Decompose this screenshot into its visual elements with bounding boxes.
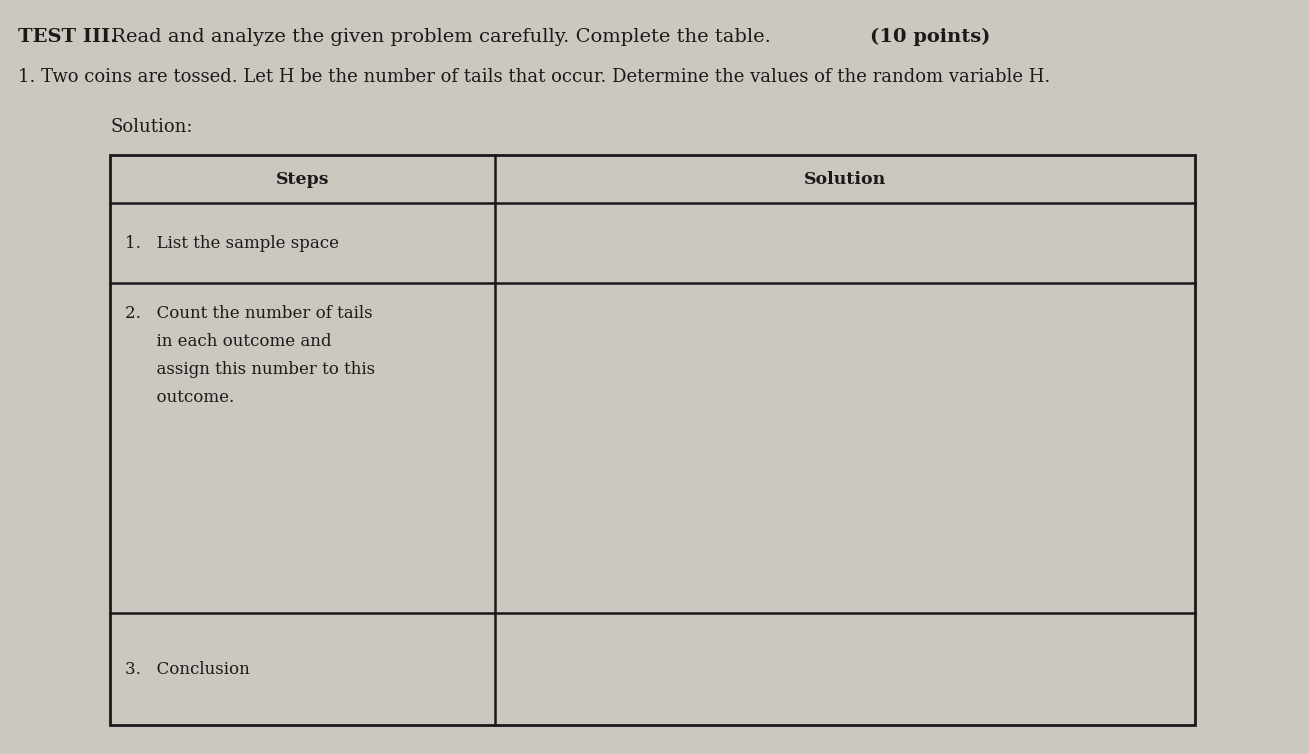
Text: 1.   List the sample space: 1. List the sample space — [124, 234, 339, 252]
Text: (10 points): (10 points) — [870, 28, 991, 46]
Text: outcome.: outcome. — [124, 389, 234, 406]
Text: 1. Two coins are tossed. Let H be the number of tails that occur. Determine the : 1. Two coins are tossed. Let H be the nu… — [18, 68, 1050, 86]
Text: Steps: Steps — [276, 170, 330, 188]
Text: assign this number to this: assign this number to this — [124, 361, 376, 378]
Text: 2.   Count the number of tails: 2. Count the number of tails — [124, 305, 373, 322]
Text: Solution: Solution — [804, 170, 886, 188]
Text: TEST III.: TEST III. — [18, 28, 117, 46]
Text: in each outcome and: in each outcome and — [124, 333, 331, 350]
Bar — [110, 155, 1195, 725]
Text: 3.   Conclusion: 3. Conclusion — [124, 661, 250, 678]
Text: Solution:: Solution: — [110, 118, 192, 136]
Text: Read and analyze the given problem carefully. Complete the table.: Read and analyze the given problem caref… — [105, 28, 778, 46]
